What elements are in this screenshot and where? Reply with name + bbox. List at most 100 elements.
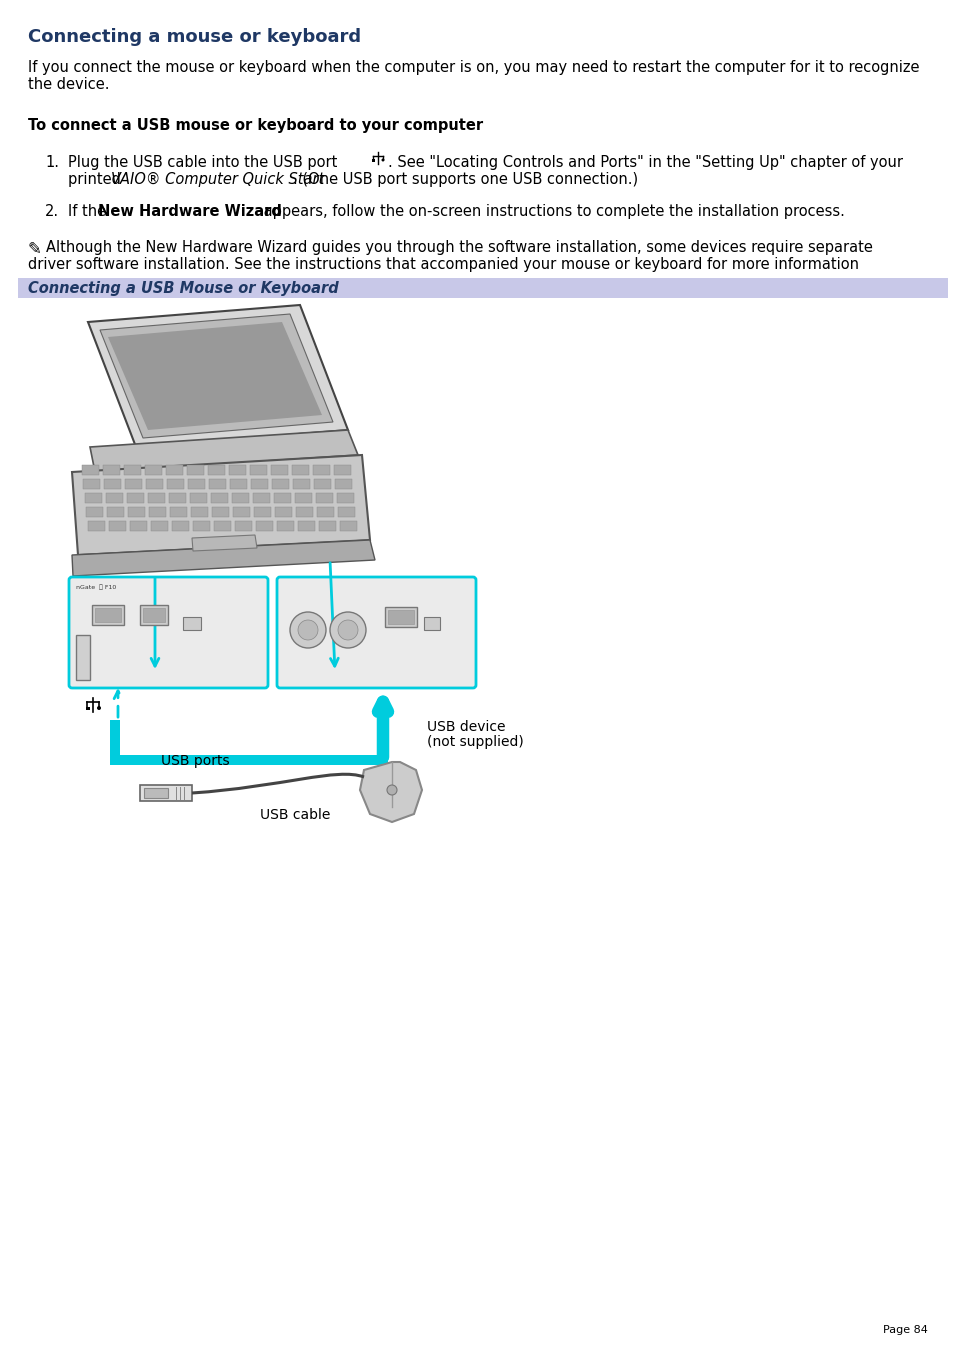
Polygon shape <box>103 465 120 476</box>
Text: To connect a USB mouse or keyboard to your computer: To connect a USB mouse or keyboard to yo… <box>28 118 482 132</box>
Polygon shape <box>171 507 188 517</box>
Text: USB ports: USB ports <box>160 754 229 767</box>
Polygon shape <box>108 322 322 430</box>
Polygon shape <box>255 521 273 531</box>
Circle shape <box>387 785 396 794</box>
Polygon shape <box>229 465 246 476</box>
Polygon shape <box>271 465 288 476</box>
Bar <box>144 788 168 798</box>
Polygon shape <box>127 493 144 503</box>
Polygon shape <box>233 507 251 517</box>
Polygon shape <box>334 465 351 476</box>
Polygon shape <box>234 521 252 531</box>
Polygon shape <box>82 465 99 476</box>
Text: nGate  Ⓕ F10: nGate Ⓕ F10 <box>76 584 116 589</box>
Bar <box>18 278 947 299</box>
Polygon shape <box>339 521 356 531</box>
Polygon shape <box>315 493 333 503</box>
Text: printed: printed <box>68 172 126 186</box>
Circle shape <box>337 620 357 640</box>
Bar <box>91 605 124 626</box>
Polygon shape <box>148 493 165 503</box>
Polygon shape <box>90 430 357 471</box>
Text: . See "Locating Controls and Ports" in the "Setting Up" chapter of your: . See "Locating Controls and Ports" in t… <box>388 155 902 170</box>
Polygon shape <box>193 521 210 531</box>
Polygon shape <box>296 507 314 517</box>
Polygon shape <box>253 493 270 503</box>
Polygon shape <box>210 480 226 489</box>
Text: (not supplied): (not supplied) <box>427 735 523 748</box>
Polygon shape <box>190 493 207 503</box>
Polygon shape <box>314 480 331 489</box>
Polygon shape <box>124 465 141 476</box>
Text: 1.: 1. <box>45 155 59 170</box>
Text: Plug the USB cable into the USB port: Plug the USB cable into the USB port <box>68 155 337 170</box>
Polygon shape <box>166 465 183 476</box>
Polygon shape <box>313 465 330 476</box>
Text: USB cable: USB cable <box>259 808 330 821</box>
Polygon shape <box>169 493 186 503</box>
Polygon shape <box>211 493 228 503</box>
Text: 2.: 2. <box>45 204 59 219</box>
Polygon shape <box>100 313 333 438</box>
Polygon shape <box>317 507 335 517</box>
Circle shape <box>97 707 101 711</box>
Polygon shape <box>250 465 267 476</box>
Text: If the: If the <box>68 204 111 219</box>
Polygon shape <box>88 521 105 531</box>
Text: . (One USB port supports one USB connection.): . (One USB port supports one USB connect… <box>293 172 638 186</box>
Polygon shape <box>297 521 314 531</box>
Polygon shape <box>145 465 162 476</box>
Polygon shape <box>71 540 375 576</box>
Polygon shape <box>109 521 126 531</box>
Polygon shape <box>108 507 125 517</box>
Polygon shape <box>208 465 225 476</box>
Bar <box>86 707 90 711</box>
Polygon shape <box>359 762 421 821</box>
Polygon shape <box>105 480 121 489</box>
FancyBboxPatch shape <box>69 577 268 688</box>
Polygon shape <box>294 480 310 489</box>
Polygon shape <box>187 465 204 476</box>
Polygon shape <box>126 480 142 489</box>
Bar <box>183 617 201 630</box>
Bar <box>423 617 439 630</box>
Circle shape <box>330 612 366 648</box>
Text: appears, follow the on-screen instructions to complete the installation process.: appears, follow the on-screen instructio… <box>258 204 844 219</box>
Text: If you connect the mouse or keyboard when the computer is on, you may need to re: If you connect the mouse or keyboard whe… <box>28 59 919 76</box>
Text: the device.: the device. <box>28 77 110 92</box>
Polygon shape <box>294 493 312 503</box>
Polygon shape <box>130 521 147 531</box>
Polygon shape <box>87 507 103 517</box>
Polygon shape <box>213 507 230 517</box>
Polygon shape <box>336 493 354 503</box>
Polygon shape <box>232 493 249 503</box>
Polygon shape <box>231 480 247 489</box>
Text: VAIO® Computer Quick Start: VAIO® Computer Quick Start <box>111 172 324 186</box>
Polygon shape <box>150 507 167 517</box>
Polygon shape <box>335 480 352 489</box>
Polygon shape <box>172 521 189 531</box>
Polygon shape <box>85 493 102 503</box>
Polygon shape <box>106 493 123 503</box>
Polygon shape <box>252 480 268 489</box>
Polygon shape <box>276 521 294 531</box>
Polygon shape <box>254 507 272 517</box>
FancyBboxPatch shape <box>276 577 476 688</box>
Text: ✎: ✎ <box>28 240 42 258</box>
Bar <box>110 720 120 761</box>
Polygon shape <box>192 535 256 551</box>
Polygon shape <box>273 480 289 489</box>
Circle shape <box>381 158 384 162</box>
Circle shape <box>290 612 326 648</box>
Bar <box>140 605 168 626</box>
Polygon shape <box>88 305 348 447</box>
Text: Page 84: Page 84 <box>882 1325 927 1335</box>
Polygon shape <box>84 480 100 489</box>
Bar <box>95 608 121 621</box>
Circle shape <box>297 620 317 640</box>
Text: New Hardware Wizard: New Hardware Wizard <box>98 204 281 219</box>
Polygon shape <box>168 480 184 489</box>
Polygon shape <box>189 480 205 489</box>
Polygon shape <box>213 521 231 531</box>
